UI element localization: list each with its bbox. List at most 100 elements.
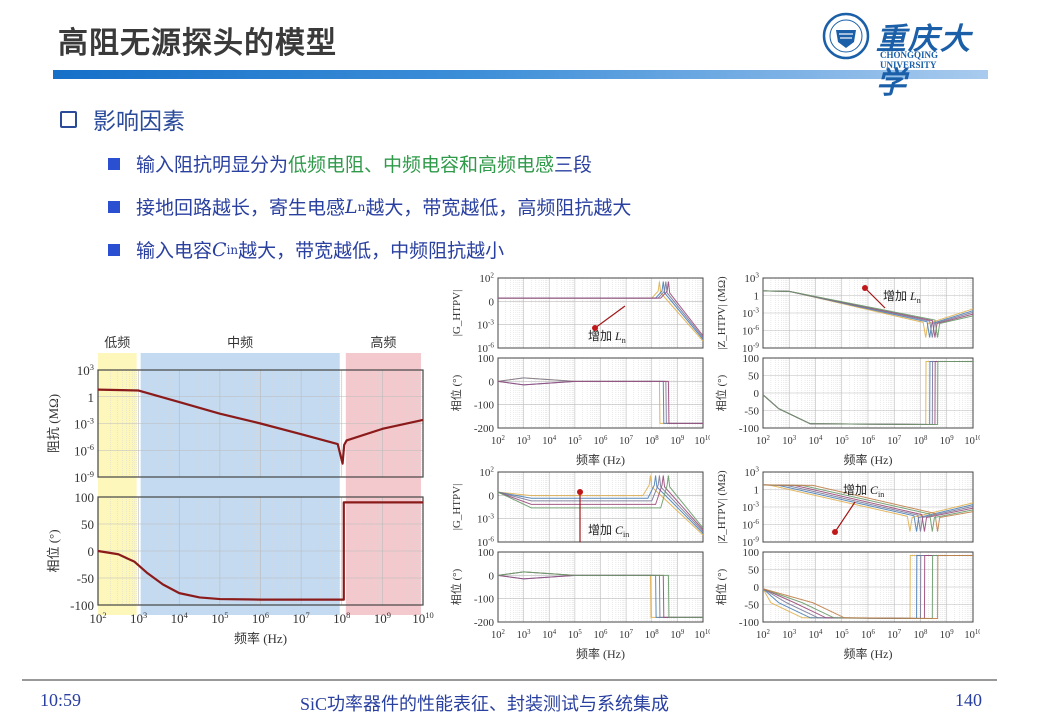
svg-text:-50: -50 xyxy=(744,406,759,418)
svg-text:1010: 1010 xyxy=(964,435,980,447)
svg-text:103: 103 xyxy=(782,629,797,641)
svg-text:相位 (°): 相位 (°) xyxy=(46,529,61,572)
bullet-3-sub: in xyxy=(226,242,239,257)
svg-text:109: 109 xyxy=(374,610,391,626)
svg-text:|G_HTPV|: |G_HTPV| xyxy=(451,290,463,337)
svg-text:103: 103 xyxy=(517,629,532,641)
bullet-2-pre: 接地回路越长，寄生电感 xyxy=(136,197,346,219)
svg-text:相位 (°): 相位 (°) xyxy=(714,374,728,411)
main-impedance-chart: 低频 中频 高频 103 1 10-3 10-6 10-9 阻抗 (MΩ) 100 50 0 -50 -1… xyxy=(46,335,434,646)
bullet-3-post: 越大，带宽越低，中频阻抗越小 xyxy=(238,240,505,262)
svg-text:10-3: 10-3 xyxy=(742,501,759,514)
impedance-vs-Cin-chart: 103 1 10-3 10-6 10-9 |Z_HTPV| (MΩ) 增加 Cin 100 50… xyxy=(714,466,980,661)
svg-text:增加 Cin: 增加 Cin xyxy=(588,523,629,539)
svg-text:107: 107 xyxy=(619,629,634,641)
svg-text:102: 102 xyxy=(756,629,771,641)
svg-text:105: 105 xyxy=(211,610,228,626)
svg-text:-100: -100 xyxy=(739,423,760,435)
svg-text:100: 100 xyxy=(743,547,760,559)
svg-text:1: 1 xyxy=(754,485,760,497)
svg-text:低频: 低频 xyxy=(104,335,130,350)
bullet-2-sub: n xyxy=(357,199,366,214)
svg-text:1010: 1010 xyxy=(412,610,433,626)
footer-page-number: 140 xyxy=(955,690,982,710)
svg-text:0: 0 xyxy=(754,582,760,594)
svg-text:106: 106 xyxy=(861,629,876,641)
svg-text:频率 (Hz): 频率 (Hz) xyxy=(576,452,625,467)
svg-text:-100: -100 xyxy=(474,594,495,606)
svg-text:108: 108 xyxy=(333,610,350,626)
svg-text:103: 103 xyxy=(77,362,94,378)
svg-text:104: 104 xyxy=(809,435,824,447)
title-underline-bar xyxy=(53,70,988,79)
svg-text:106: 106 xyxy=(594,435,609,447)
svg-text:107: 107 xyxy=(619,435,634,447)
svg-text:10-6: 10-6 xyxy=(74,442,94,458)
svg-text:0: 0 xyxy=(489,490,495,502)
frequency-band-2 xyxy=(345,353,421,615)
svg-text:|G_HTPV|: |G_HTPV| xyxy=(451,484,463,531)
arrow-head-icon xyxy=(592,325,598,331)
bullet-3-pre: 输入电容 xyxy=(136,240,213,262)
svg-text:102: 102 xyxy=(479,466,494,479)
svg-text:100: 100 xyxy=(478,547,495,559)
svg-text:0: 0 xyxy=(489,376,495,388)
svg-text:增加 Ln: 增加 Ln xyxy=(588,329,626,345)
square-bullet-icon xyxy=(108,157,120,170)
svg-text:1010: 1010 xyxy=(964,629,980,641)
svg-text:1: 1 xyxy=(754,291,760,303)
svg-text:频率 (Hz): 频率 (Hz) xyxy=(844,452,893,467)
footer-divider xyxy=(22,679,997,681)
footer-title: SiC功率器件的性能表征、封装测试与系统集成 xyxy=(300,694,670,714)
section-heading-text: 影响因素 xyxy=(93,109,185,135)
impedance-vs-Ln-chart: 103 1 10-3 10-6 10-9 |Z_HTPV| (MΩ) 增加 Ln 100 50 0… xyxy=(714,272,980,467)
logo-chinese-name: 重庆大学 xyxy=(876,22,972,101)
svg-text:102: 102 xyxy=(756,435,771,447)
svg-text:108: 108 xyxy=(645,629,660,641)
svg-text:相位 (°): 相位 (°) xyxy=(449,568,463,605)
gain-vs-Cin-chart: 102 0 10-3 10-6 |G_HTPV| 增加 Cin 100 0 -100 -200 相位… xyxy=(449,466,710,661)
svg-text:10-9: 10-9 xyxy=(742,536,759,549)
section-heading: 影响因素 xyxy=(60,102,185,136)
logo-english-name: CHONGQING UNIVERSITY xyxy=(880,50,939,70)
svg-text:相位 (°): 相位 (°) xyxy=(714,568,728,605)
svg-text:104: 104 xyxy=(171,610,189,626)
bullet-2-var: L xyxy=(345,195,358,218)
svg-text:-200: -200 xyxy=(474,617,495,629)
svg-text:10-3: 10-3 xyxy=(74,415,94,431)
svg-text:103: 103 xyxy=(782,435,797,447)
square-bullet-icon xyxy=(108,243,120,256)
svg-text:109: 109 xyxy=(670,629,685,641)
svg-text:107: 107 xyxy=(293,610,310,626)
bullet-2-post: 越大，带宽越低，高频阻抗越大 xyxy=(365,197,632,219)
svg-text:108: 108 xyxy=(914,629,929,641)
svg-text:107: 107 xyxy=(887,435,902,447)
arrow-head-icon xyxy=(832,529,838,535)
svg-text:-100: -100 xyxy=(739,617,760,629)
svg-text:1: 1 xyxy=(88,390,95,405)
svg-text:108: 108 xyxy=(914,435,929,447)
svg-text:|Z_HTPV| (MΩ): |Z_HTPV| (MΩ) xyxy=(716,470,728,544)
svg-text:105: 105 xyxy=(568,435,583,447)
svg-text:0: 0 xyxy=(88,544,95,559)
svg-text:104: 104 xyxy=(542,435,557,447)
footer-time: 10:59 xyxy=(40,690,82,710)
svg-text:阻抗 (MΩ): 阻抗 (MΩ) xyxy=(46,394,61,453)
svg-text:中频: 中频 xyxy=(227,335,253,350)
svg-text:频率 (Hz): 频率 (Hz) xyxy=(844,646,893,661)
svg-text:100: 100 xyxy=(75,490,95,505)
svg-text:50: 50 xyxy=(81,517,94,532)
svg-text:103: 103 xyxy=(130,610,147,626)
frequency-band-1 xyxy=(140,353,340,615)
svg-text:105: 105 xyxy=(835,435,850,447)
svg-text:102: 102 xyxy=(89,610,106,626)
svg-text:107: 107 xyxy=(887,629,902,641)
svg-text:50: 50 xyxy=(748,371,760,383)
arrow-head-icon xyxy=(862,285,868,291)
svg-text:109: 109 xyxy=(670,435,685,447)
svg-text:103: 103 xyxy=(517,435,532,447)
university-seal-icon xyxy=(822,12,870,60)
svg-text:增加 Ln: 增加 Ln xyxy=(883,289,921,305)
